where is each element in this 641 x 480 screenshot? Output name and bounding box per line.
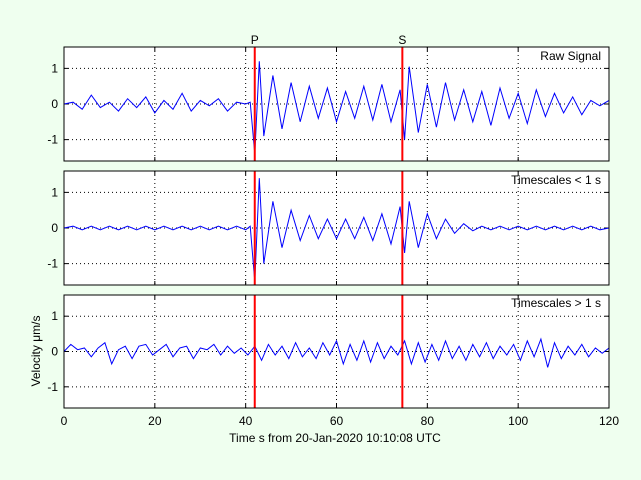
grid-lines <box>63 295 610 408</box>
x-tick-label: 40 <box>239 414 253 428</box>
y-tick-label: -1 <box>47 257 58 271</box>
phase-marker-lines <box>253 47 404 161</box>
signal-trace <box>63 61 610 154</box>
y-tick-labels: -1 0 1 <box>47 61 58 146</box>
y-tick-label: 0 <box>51 221 58 235</box>
y-tick-labels: -1 0 1 <box>47 185 58 270</box>
axes-box <box>63 294 610 409</box>
x-tick-label: 120 <box>599 414 619 428</box>
y-tick-label: 1 <box>51 185 58 199</box>
signal-trace <box>63 178 610 282</box>
axes-box <box>63 46 610 162</box>
y-tick-labels: -1 0 1 <box>47 309 58 394</box>
signal-line <box>63 337 610 368</box>
x-tick-label: 100 <box>508 414 528 428</box>
phase-label-p: P <box>251 33 259 47</box>
x-axis-label: Time s from 20-Jan-2020 10:10:08 UTC <box>229 431 441 445</box>
panel-title: Timescales < 1 s <box>511 173 601 187</box>
y-tick-label: 1 <box>51 309 58 323</box>
y-axis-label: Velocity μm/s <box>29 316 43 387</box>
axes-box <box>63 170 610 286</box>
signal-trace <box>63 337 610 368</box>
y-tick-label: -1 <box>47 380 58 394</box>
x-tick-label: 60 <box>330 414 344 428</box>
panel-short-timescales: -1 0 1 Timescales < 1 s <box>47 170 610 286</box>
panel-long-timescales: -101 0 20 40 60 80 100 120 Timescales > 1 s <box>47 294 620 428</box>
x-tick-labels: 0 20 40 60 80 100 120 <box>61 414 620 428</box>
panel-title: Timescales > 1 s <box>511 296 601 310</box>
panel-raw-signal: -1 0 1 Raw Signal <box>47 46 610 162</box>
x-tick-label: 80 <box>421 414 435 428</box>
y-tick-label: 0 <box>51 97 58 111</box>
panel-title: Raw Signal <box>540 49 601 63</box>
y-tick-label: 0 <box>51 345 58 359</box>
signal-line <box>63 178 610 282</box>
phase-label-s: S <box>398 33 406 47</box>
y-tick-label: 1 <box>51 61 58 75</box>
x-tick-label: 0 <box>61 414 68 428</box>
x-tick-label: 20 <box>148 414 162 428</box>
phase-marker-lines <box>253 171 404 285</box>
y-tick-label: -1 <box>47 133 58 147</box>
signal-line <box>63 61 610 154</box>
phase-marker-lines <box>253 295 404 408</box>
